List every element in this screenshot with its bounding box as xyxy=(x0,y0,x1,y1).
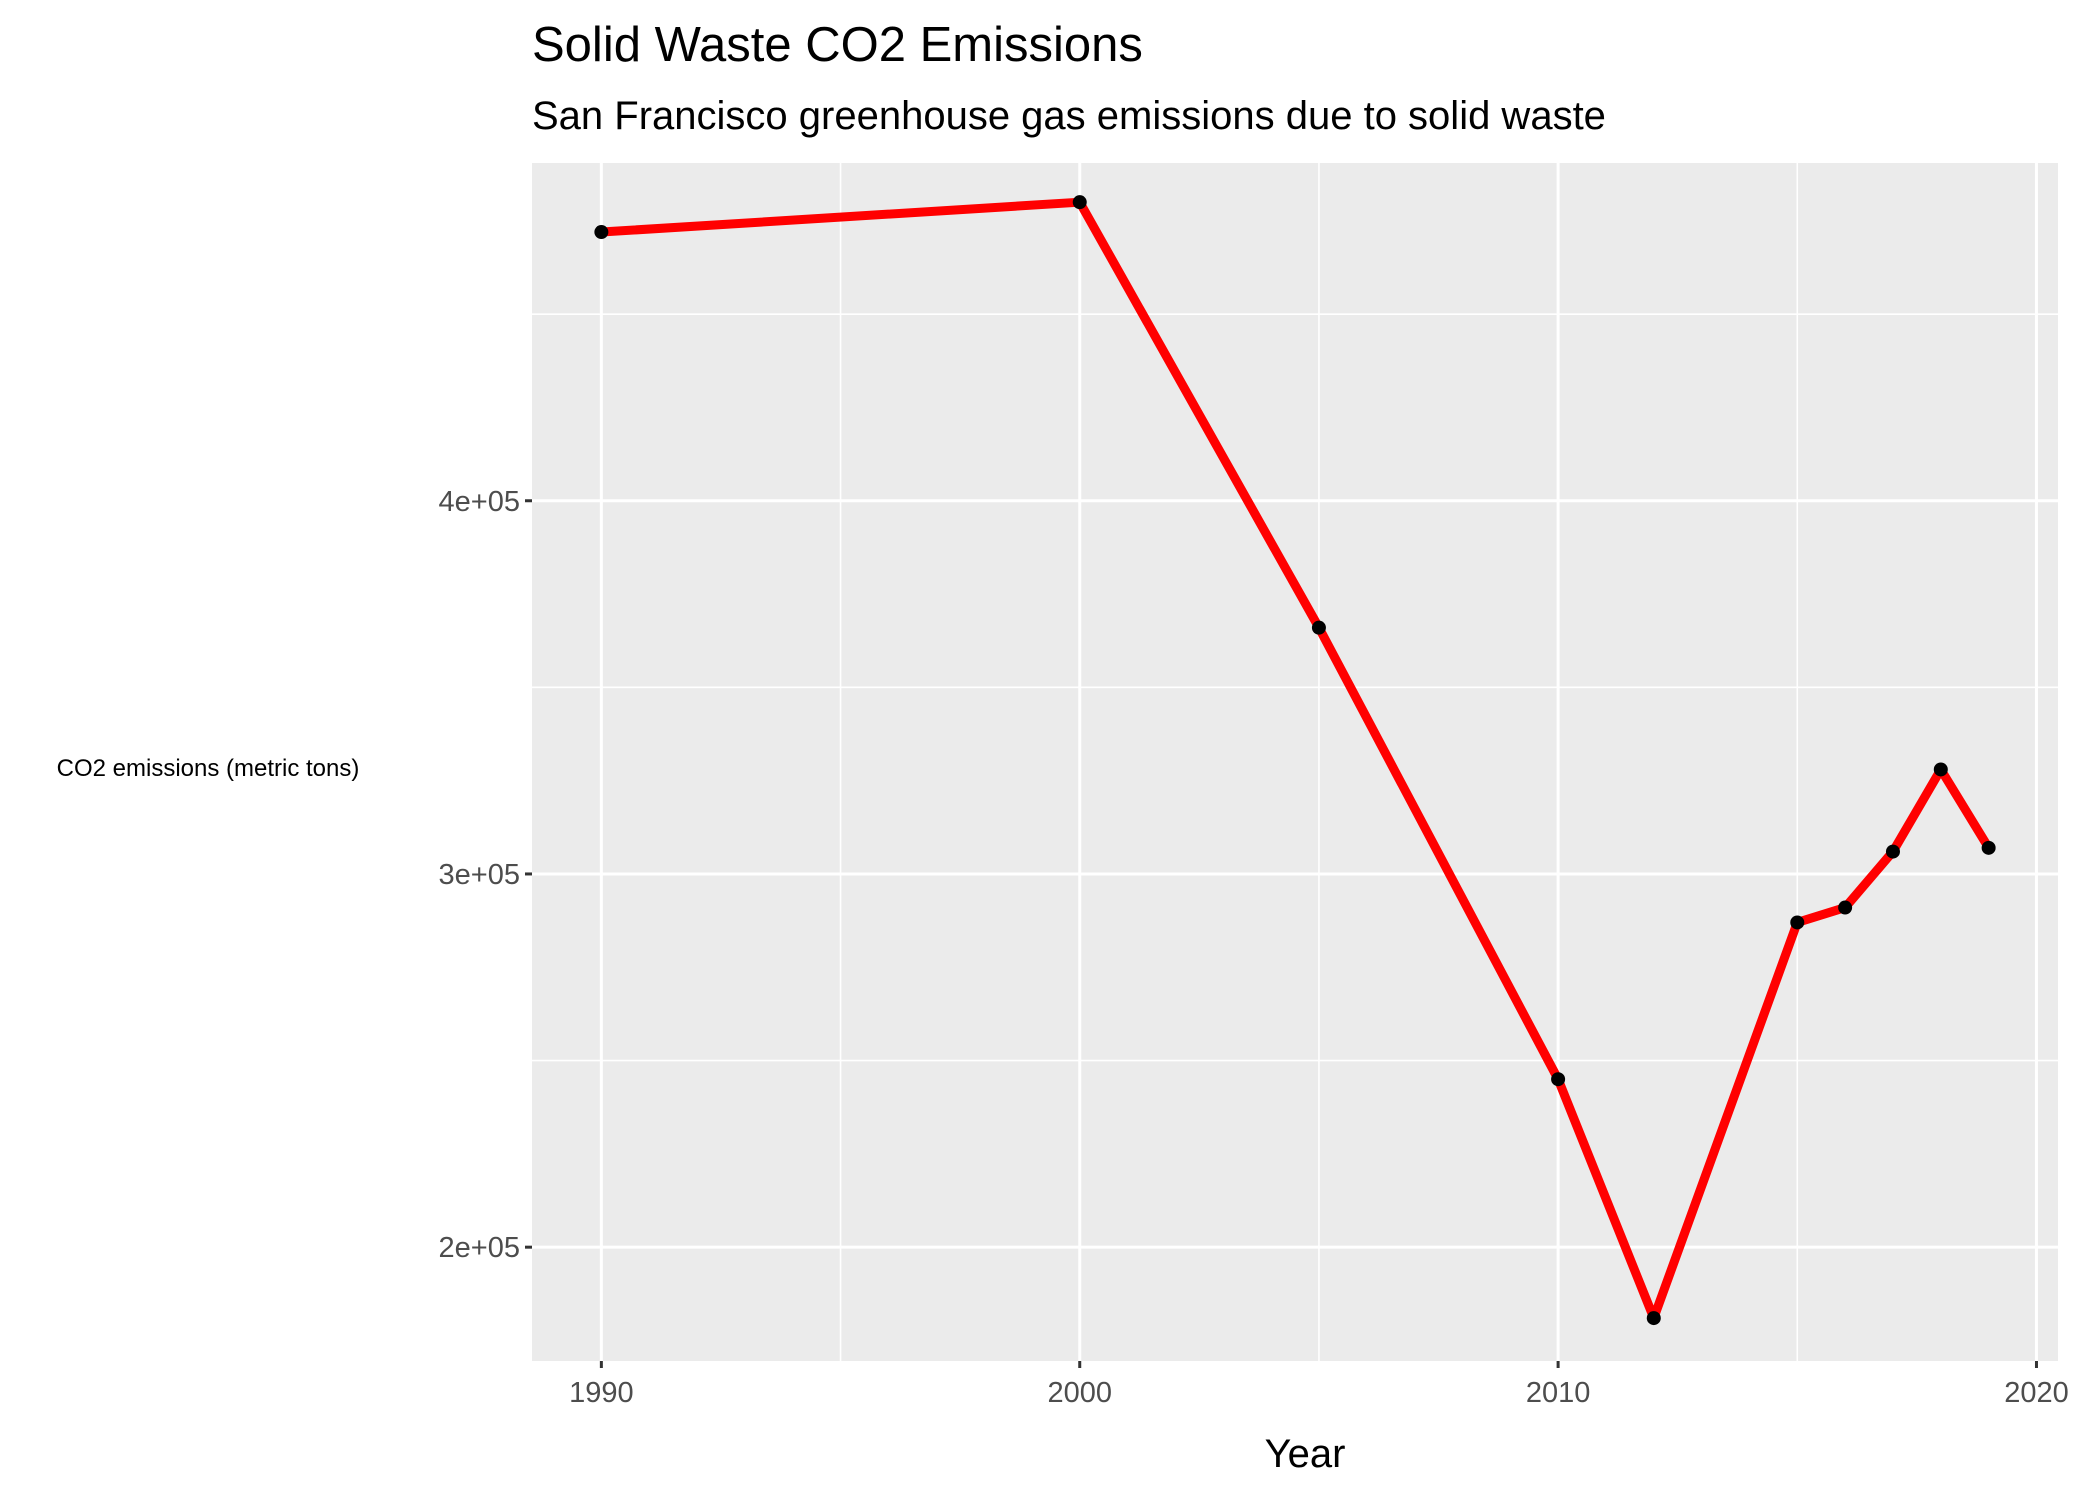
data-point xyxy=(1551,1072,1566,1087)
y-axis-title: CO2 emissions (metric tons) xyxy=(57,755,360,782)
series-points xyxy=(594,195,1996,1326)
chart-title: Solid Waste CO2 Emissions xyxy=(532,18,1143,72)
x-tick-label: 2000 xyxy=(1047,1377,1112,1409)
x-axis-title: Year xyxy=(1265,1432,1346,1476)
data-point xyxy=(1933,762,1948,777)
x-tick-label: 1990 xyxy=(569,1377,634,1409)
x-tick-label: 2010 xyxy=(1526,1377,1591,1409)
x-axis-tick-labels: 1990 2000 2010 2020 xyxy=(569,1377,2069,1409)
axis-ticks xyxy=(525,499,2038,1368)
data-point xyxy=(1981,840,1996,855)
plot-panel xyxy=(532,163,2058,1361)
minor-gridlines xyxy=(532,163,2058,1361)
y-tick-label: 2e+05 xyxy=(439,1232,520,1264)
data-point xyxy=(1072,195,1087,210)
series-lines xyxy=(601,197,1993,1323)
major-gridlines xyxy=(532,163,2058,1361)
data-point xyxy=(594,225,609,240)
data-point xyxy=(1311,620,1326,635)
data-point xyxy=(1885,844,1900,859)
data-point xyxy=(1646,1311,1661,1326)
data-point xyxy=(1790,915,1805,930)
y-tick-label: 4e+05 xyxy=(439,486,520,518)
x-tick-label: 2020 xyxy=(2004,1377,2069,1409)
y-axis-tick-labels: 2e+05 3e+05 4e+05 xyxy=(439,486,520,1264)
chart-subtitle: San Francisco greenhouse gas emissions d… xyxy=(532,94,1606,138)
data-point xyxy=(1838,900,1853,915)
y-tick-label: 3e+05 xyxy=(439,859,520,891)
series-line xyxy=(601,197,1993,1323)
